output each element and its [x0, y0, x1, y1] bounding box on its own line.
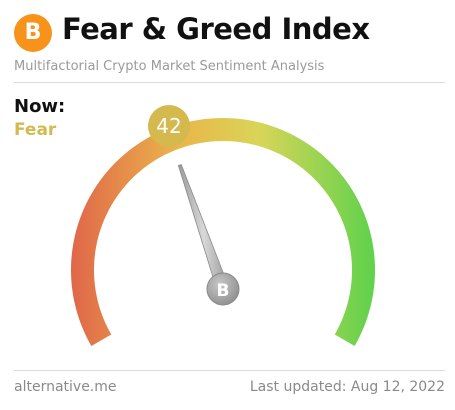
- header: B Fear & Greed Index: [14, 12, 444, 56]
- page-subtitle: Multifactorial Crypto Market Sentiment A…: [14, 59, 325, 74]
- gauge-needle: [177, 164, 230, 292]
- needle-hub-circle: [206, 272, 240, 306]
- gauge-value-badge: 42: [148, 105, 190, 147]
- needle-hub: B: [206, 272, 240, 306]
- bitcoin-logo-icon: B: [14, 14, 52, 52]
- gauge-value-badge-circle: [148, 105, 190, 147]
- needle-hub-bitcoin-icon: B: [217, 281, 230, 301]
- page-title: Fear & Greed Index: [62, 12, 370, 46]
- fear-greed-gauge: 42 B: [71, 105, 376, 346]
- now-label: Now:: [14, 96, 66, 117]
- gauge-value-text: 42: [156, 114, 181, 138]
- header-divider: [14, 82, 445, 83]
- sentiment-label: Fear: [14, 120, 57, 140]
- gauge-arc: [71, 118, 376, 346]
- source-link[interactable]: alternative.me: [14, 379, 117, 395]
- last-updated: Last updated: Aug 12, 2022: [249, 379, 445, 395]
- footer-divider: [14, 370, 445, 371]
